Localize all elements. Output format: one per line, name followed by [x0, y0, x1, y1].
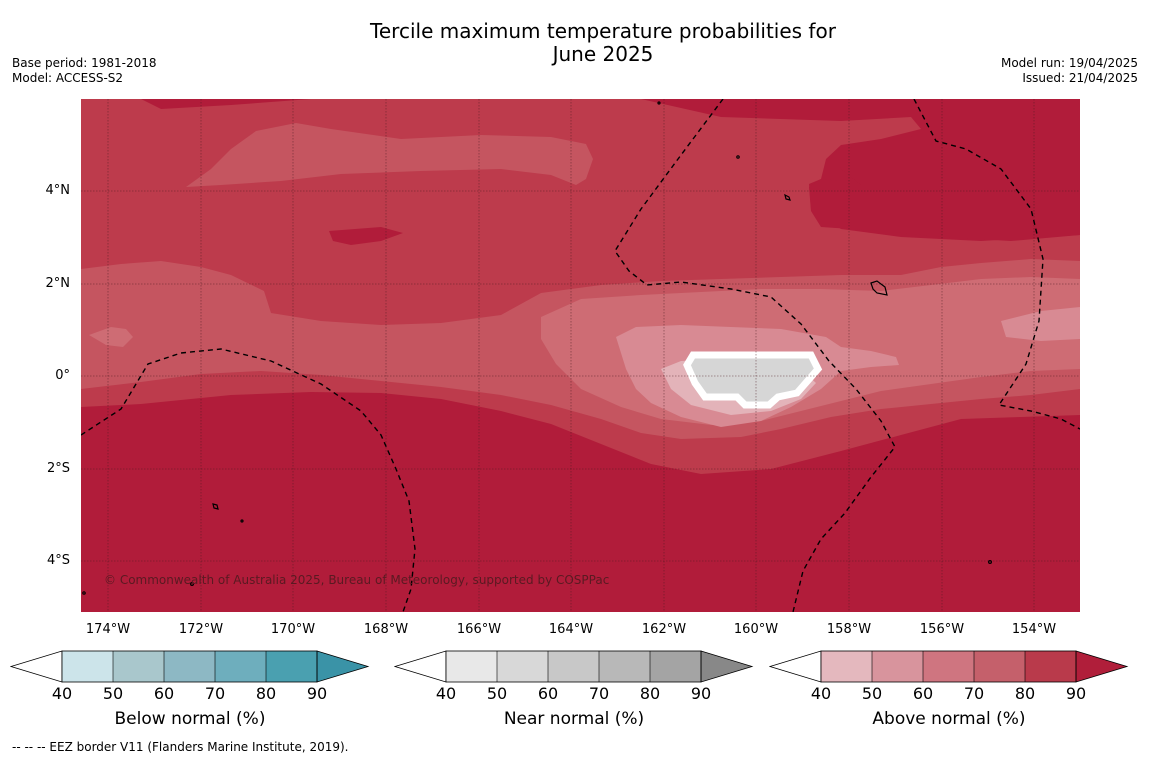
island-near-4n-160w [736, 155, 740, 159]
tick-near-80: 80 [639, 684, 661, 703]
eez-border-central [614, 99, 896, 612]
island-near-0n-157w [870, 280, 888, 296]
swatch-near-70-80 [599, 651, 650, 682]
colorbar-near-normal-swatches [446, 651, 701, 682]
lon-label-162w: 162°W [641, 622, 687, 637]
tick-below-70: 70 [204, 684, 226, 703]
lon-label-174w: 174°W [85, 622, 131, 637]
tick-above-70: 70 [963, 684, 985, 703]
island-near-6n-162w [657, 101, 661, 105]
tick-near-60: 60 [537, 684, 559, 703]
lon-label-170w: 170°W [270, 622, 316, 637]
tick-above-60: 60 [912, 684, 934, 703]
swatch-below-40-50 [62, 651, 113, 682]
swatch-near-40-50 [446, 651, 497, 682]
island-near-3n-159w [784, 193, 791, 201]
colorbar-above-normal-high-arrow [1075, 650, 1129, 683]
map-region-90-south [81, 392, 1080, 612]
colorbar-below-normal-title: Below normal (%) [114, 709, 266, 729]
lat-label-0: 0° [55, 368, 70, 383]
tick-above-90: 90 [1065, 684, 1087, 703]
tick-near-70: 70 [588, 684, 610, 703]
eez-footnote: -- -- -- EEZ border V11 (Flanders Marine… [12, 740, 349, 754]
tick-near-50: 50 [486, 684, 508, 703]
swatch-below-80-90 [266, 651, 317, 682]
lat-label-2n: 2°N [45, 276, 71, 291]
tick-above-80: 80 [1014, 684, 1036, 703]
island-near-4s-155w [987, 560, 992, 565]
model-run: Model run: 19/04/2025 [1000, 56, 1138, 70]
swatch-below-70-80 [215, 651, 266, 682]
tick-above-50: 50 [861, 684, 883, 703]
tick-below-90: 90 [306, 684, 328, 703]
map-gridlines [81, 99, 1080, 612]
swatch-above-50-60 [872, 651, 923, 682]
colorbar-near-normal-low-arrow [394, 650, 447, 683]
colorbar-above-normal-swatches [821, 651, 1076, 682]
map-region-50-west [89, 327, 133, 347]
copyright-notice: © Commonwealth of Australia 2025, Bureau… [104, 573, 610, 587]
swatch-above-80-90 [1025, 651, 1076, 682]
lon-label-156w: 156°W [919, 622, 965, 637]
lon-label-164w: 164°W [548, 622, 594, 637]
issued-date: Issued: 21/04/2025 [1022, 71, 1138, 85]
colorbar-near-normal-title: Near normal (%) [503, 709, 645, 729]
islands [82, 101, 992, 595]
swatch-above-60-70 [923, 651, 974, 682]
swatch-above-70-80 [974, 651, 1025, 682]
map-region-near-normal [683, 351, 823, 409]
colorbar-below-normal-low-arrow [10, 650, 63, 683]
base-period: Base period: 1981-2018 [12, 56, 157, 70]
colorbar-below-normal-high-arrow [316, 650, 370, 683]
lon-label-158w: 158°W [826, 622, 872, 637]
lon-label-154w: 154°W [1011, 622, 1057, 637]
tick-below-50: 50 [102, 684, 124, 703]
probability-map [81, 99, 1080, 612]
island-near-3s-172w [189, 582, 194, 587]
island-near-5s-174w [82, 591, 86, 595]
tick-below-40: 40 [51, 684, 73, 703]
island-near-2s-172w [212, 503, 219, 510]
colorbar-above-normal-title: Above normal (%) [872, 709, 1026, 729]
map-region-90-patch-west [329, 227, 403, 245]
swatch-below-60-70 [164, 651, 215, 682]
lat-label-4s: 4°S [46, 553, 70, 568]
eez-border-east [913, 99, 1080, 430]
map-region-50-east [1001, 307, 1080, 341]
lon-label-160w: 160°W [733, 622, 779, 637]
colorbar-below-normal [10, 650, 370, 683]
tick-below-60: 60 [153, 684, 175, 703]
colorbar-near-normal-high-arrow [700, 650, 754, 683]
tick-near-90: 90 [690, 684, 712, 703]
lon-label-166w: 166°W [456, 622, 502, 637]
colorbar-above-normal-low-arrow [769, 650, 822, 683]
chart-title-line1: Tercile maximum temperature probabilitie… [370, 19, 836, 43]
chart-title-line2: June 2025 [552, 42, 654, 66]
eez-borders [81, 99, 1080, 612]
lon-label-172w: 172°W [178, 622, 224, 637]
swatch-near-60-70 [548, 651, 599, 682]
tick-below-80: 80 [255, 684, 277, 703]
map-region-70-north [186, 123, 593, 187]
colorbar-near-normal [394, 650, 754, 683]
swatch-near-50-60 [497, 651, 548, 682]
colorbar-below-normal-swatches [62, 651, 317, 682]
lon-label-168w: 168°W [363, 622, 409, 637]
model-name: Model: ACCESS-S2 [12, 71, 124, 85]
swatch-near-80-90 [650, 651, 701, 682]
tick-near-40: 40 [435, 684, 457, 703]
swatch-below-50-60 [113, 651, 164, 682]
island-near-2s-171w [240, 519, 244, 523]
lat-label-4n: 4°N [45, 183, 71, 198]
tick-above-40: 40 [810, 684, 832, 703]
map-region-90-northeast-patch [809, 99, 1080, 241]
lat-label-2s: 2°S [46, 461, 70, 476]
colorbar-above-normal [769, 650, 1129, 683]
swatch-above-40-50 [821, 651, 872, 682]
